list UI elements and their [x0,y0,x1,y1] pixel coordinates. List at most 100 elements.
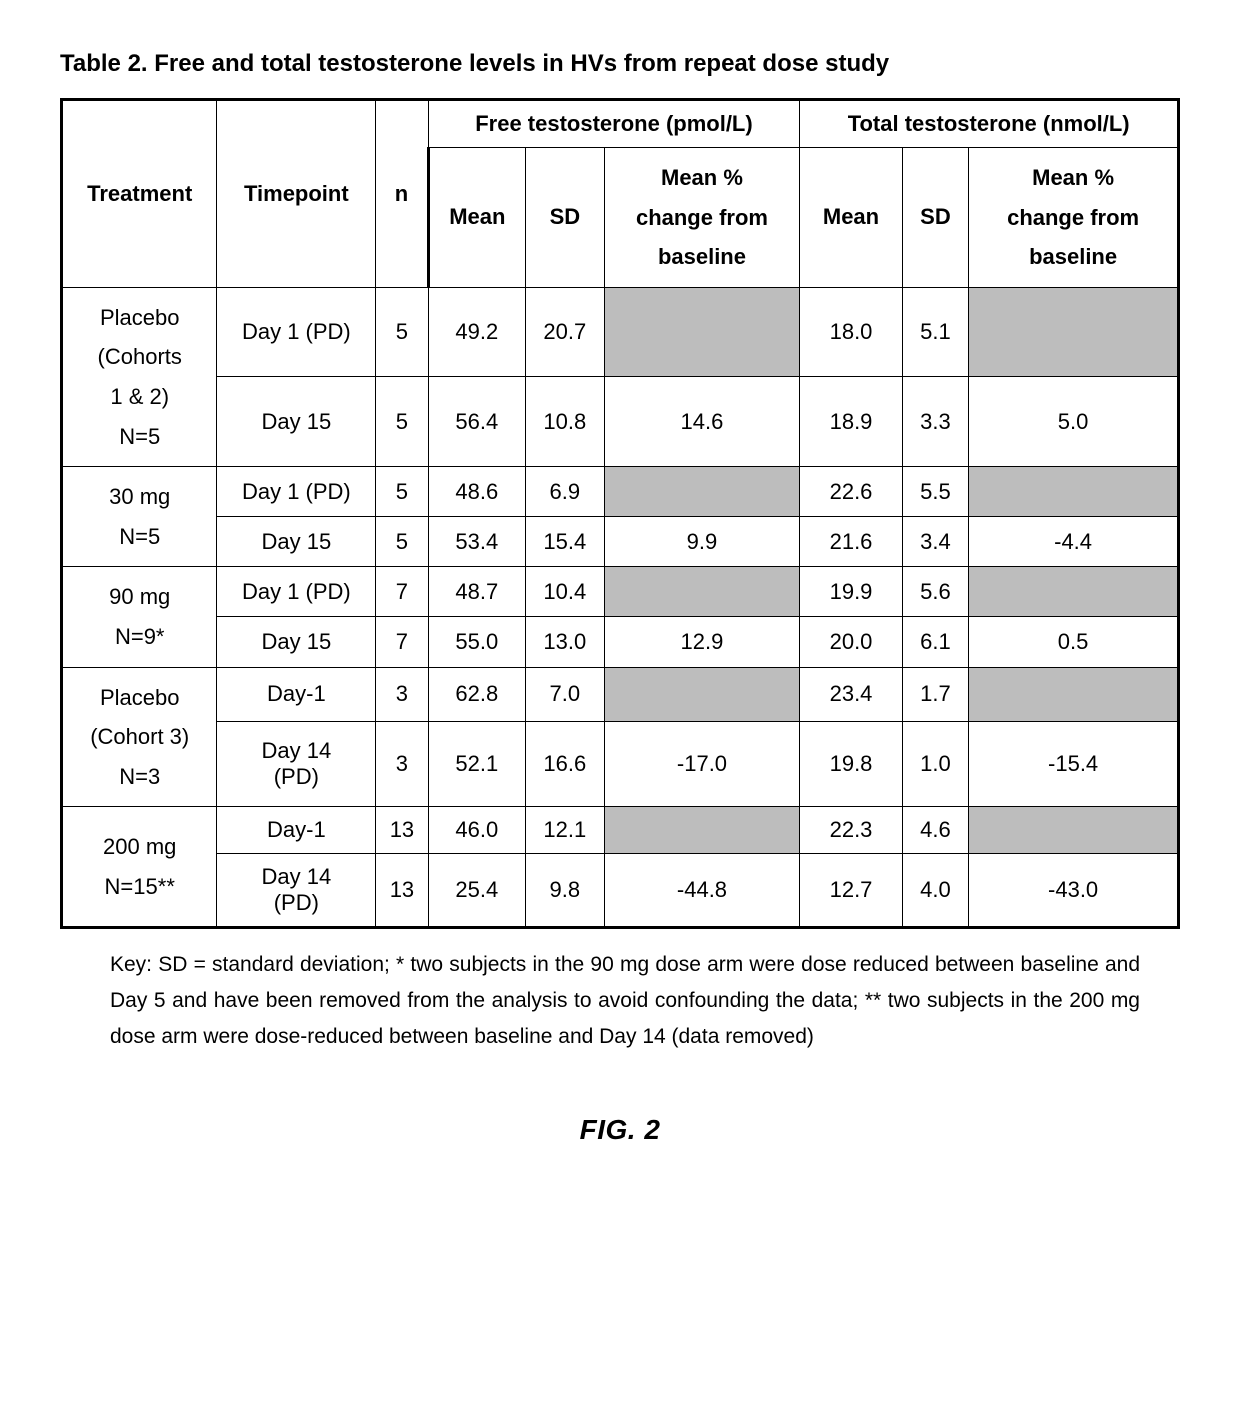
treatment-cell: 90 mgN=9* [62,567,217,667]
total-mean-cell: 18.0 [800,287,902,377]
total-change-cell: -15.4 [969,722,1179,807]
n-cell: 5 [376,287,428,377]
table-row: Placebo(Cohort 3)N=3Day-1362.87.023.41.7 [62,667,1179,722]
table-row: Day 15553.415.49.921.63.4-4.4 [62,517,1179,567]
total-mean-cell: 21.6 [800,517,902,567]
total-sd-cell: 5.6 [902,567,969,617]
total-sd-cell: 5.1 [902,287,969,377]
free-change-cell: 12.9 [604,617,800,667]
timepoint-cell: Day 15 [217,617,376,667]
total-change-cell: 5.0 [969,377,1179,467]
free-sd-cell: 9.8 [526,854,605,928]
free-sd-cell: 7.0 [526,667,605,722]
table-row: 200 mgN=15**Day-11346.012.122.34.6 [62,807,1179,854]
free-sd-cell: 10.4 [526,567,605,617]
free-sd-cell: 12.1 [526,807,605,854]
header-free-change: Mean %change frombaseline [604,148,800,288]
header-free-sd: SD [526,148,605,288]
figure-label: FIG. 2 [60,1114,1180,1146]
table-row: 90 mgN=9*Day 1 (PD)748.710.419.95.6 [62,567,1179,617]
treatment-cell: Placebo(Cohorts1 & 2)N=5 [62,287,217,466]
total-sd-cell: 4.0 [902,854,969,928]
total-sd-cell: 1.0 [902,722,969,807]
free-mean-cell: 25.4 [428,854,525,928]
total-mean-cell: 19.8 [800,722,902,807]
free-mean-cell: 46.0 [428,807,525,854]
timepoint-cell: Day 1 (PD) [217,467,376,517]
header-total-change: Mean %change frombaseline [969,148,1179,288]
timepoint-cell: Day 14(PD) [217,722,376,807]
free-mean-cell: 49.2 [428,287,525,377]
n-cell: 7 [376,617,428,667]
header-n: n [376,100,428,288]
free-change-cell [604,667,800,722]
total-mean-cell: 18.9 [800,377,902,467]
n-cell: 3 [376,667,428,722]
free-mean-cell: 62.8 [428,667,525,722]
free-change-cell [604,807,800,854]
total-change-cell [969,567,1179,617]
free-mean-cell: 52.1 [428,722,525,807]
table-row: Day 15556.410.814.618.93.35.0 [62,377,1179,467]
table-title: Table 2. Free and total testosterone lev… [60,50,1180,78]
total-sd-cell: 4.6 [902,807,969,854]
timepoint-cell: Day 1 (PD) [217,287,376,377]
table-row: 30 mgN=5Day 1 (PD)548.66.922.65.5 [62,467,1179,517]
total-change-cell [969,807,1179,854]
header-free-group: Free testosterone (pmol/L) [428,100,800,148]
testosterone-table: Treatment Timepoint n Free testosterone … [60,98,1180,929]
header-timepoint: Timepoint [217,100,376,288]
n-cell: 13 [376,854,428,928]
total-sd-cell: 3.4 [902,517,969,567]
header-total-mean: Mean [800,148,902,288]
n-cell: 13 [376,807,428,854]
total-change-cell [969,467,1179,517]
timepoint-cell: Day-1 [217,807,376,854]
free-mean-cell: 56.4 [428,377,525,467]
free-sd-cell: 15.4 [526,517,605,567]
free-sd-cell: 16.6 [526,722,605,807]
free-change-cell: 14.6 [604,377,800,467]
free-mean-cell: 55.0 [428,617,525,667]
treatment-cell: 30 mgN=5 [62,467,217,567]
table-row: Day 14(PD)1325.49.8-44.812.74.0-43.0 [62,854,1179,928]
total-mean-cell: 22.6 [800,467,902,517]
total-change-cell [969,287,1179,377]
total-change-cell: -4.4 [969,517,1179,567]
free-sd-cell: 10.8 [526,377,605,467]
timepoint-cell: Day 15 [217,377,376,467]
table-row: Day 15755.013.012.920.06.10.5 [62,617,1179,667]
free-change-cell [604,467,800,517]
total-change-cell: 0.5 [969,617,1179,667]
n-cell: 5 [376,467,428,517]
treatment-cell: 200 mgN=15** [62,807,217,928]
n-cell: 3 [376,722,428,807]
table-row: Placebo(Cohorts1 & 2)N=5Day 1 (PD)549.22… [62,287,1179,377]
header-treatment: Treatment [62,100,217,288]
free-change-cell: -44.8 [604,854,800,928]
total-mean-cell: 22.3 [800,807,902,854]
treatment-cell: Placebo(Cohort 3)N=3 [62,667,217,807]
n-cell: 7 [376,567,428,617]
total-sd-cell: 5.5 [902,467,969,517]
free-change-cell [604,287,800,377]
header-total-group: Total testosterone (nmol/L) [800,100,1179,148]
total-sd-cell: 1.7 [902,667,969,722]
timepoint-cell: Day-1 [217,667,376,722]
free-sd-cell: 6.9 [526,467,605,517]
timepoint-cell: Day 1 (PD) [217,567,376,617]
total-mean-cell: 20.0 [800,617,902,667]
n-cell: 5 [376,377,428,467]
timepoint-cell: Day 15 [217,517,376,567]
free-sd-cell: 20.7 [526,287,605,377]
header-free-mean: Mean [428,148,525,288]
table-footnote: Key: SD = standard deviation; * two subj… [110,947,1140,1054]
free-sd-cell: 13.0 [526,617,605,667]
free-change-cell: -17.0 [604,722,800,807]
table-row: Day 14(PD)352.116.6-17.019.81.0-15.4 [62,722,1179,807]
free-mean-cell: 48.7 [428,567,525,617]
free-mean-cell: 53.4 [428,517,525,567]
total-mean-cell: 12.7 [800,854,902,928]
total-mean-cell: 19.9 [800,567,902,617]
n-cell: 5 [376,517,428,567]
